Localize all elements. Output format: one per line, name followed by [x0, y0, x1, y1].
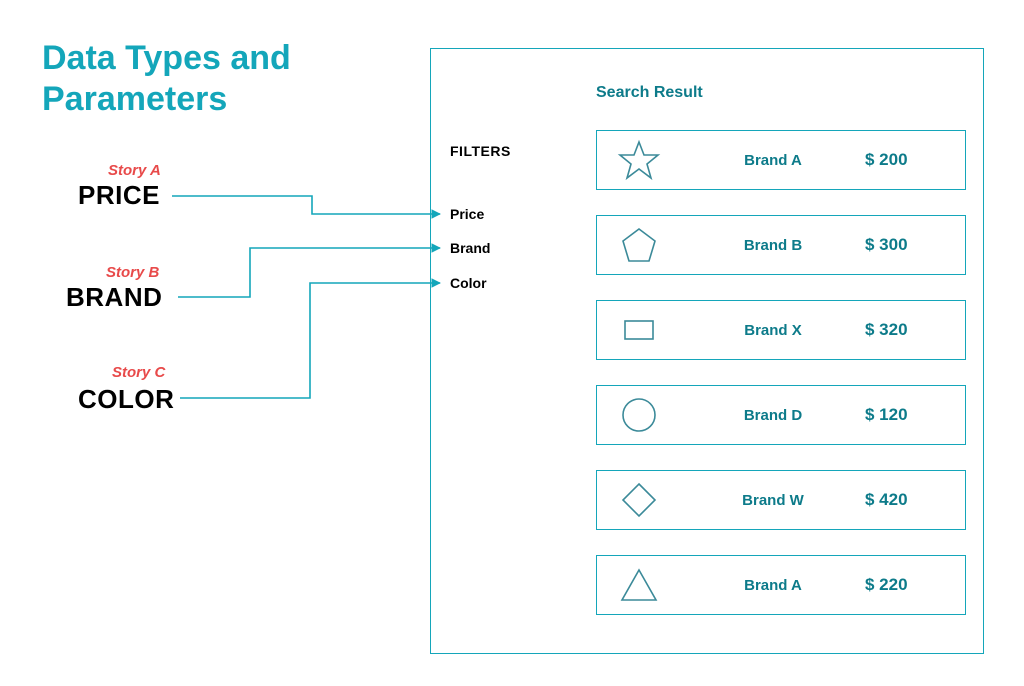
result-icon-slot: [597, 478, 681, 522]
filters-heading: FILTERS: [450, 143, 511, 159]
star-icon: [617, 138, 661, 182]
result-row[interactable]: Brand B$ 300: [596, 215, 966, 275]
result-brand: Brand A: [681, 152, 865, 169]
diamond-icon: [617, 478, 661, 522]
rect-icon: [617, 308, 661, 352]
result-price: $ 220: [865, 575, 965, 595]
result-icon-slot: [597, 308, 681, 352]
filter-item-color[interactable]: Color: [450, 275, 487, 291]
page-title: Data Types and Parameters: [42, 38, 342, 120]
triangle-icon: [617, 563, 661, 607]
connector-0: [172, 196, 440, 214]
result-row[interactable]: Brand A$ 200: [596, 130, 966, 190]
result-row[interactable]: Brand W$ 420: [596, 470, 966, 530]
result-icon-slot: [597, 563, 681, 607]
story-b-term: BRAND: [66, 282, 162, 313]
result-brand: Brand W: [681, 492, 865, 509]
result-price: $ 120: [865, 405, 965, 425]
result-price: $ 420: [865, 490, 965, 510]
result-brand: Brand D: [681, 407, 865, 424]
result-icon-slot: [597, 223, 681, 267]
result-brand: Brand B: [681, 237, 865, 254]
connector-1: [178, 248, 440, 297]
story-a-term: PRICE: [78, 180, 160, 211]
result-icon-slot: [597, 393, 681, 437]
filter-item-brand[interactable]: Brand: [450, 240, 490, 256]
story-a-label: Story A: [108, 162, 161, 179]
result-brand: Brand X: [681, 322, 865, 339]
result-row[interactable]: Brand A$ 220: [596, 555, 966, 615]
pentagon-icon: [617, 223, 661, 267]
result-row[interactable]: Brand D$ 120: [596, 385, 966, 445]
result-brand: Brand A: [681, 577, 865, 594]
result-price: $ 300: [865, 235, 965, 255]
story-b-label: Story B: [106, 264, 159, 281]
result-price: $ 320: [865, 320, 965, 340]
story-c-label: Story C: [112, 364, 165, 381]
result-icon-slot: [597, 138, 681, 182]
result-price: $ 200: [865, 150, 965, 170]
story-c-term: COLOR: [78, 384, 174, 415]
result-row[interactable]: Brand X$ 320: [596, 300, 966, 360]
circle-icon: [617, 393, 661, 437]
results-heading: Search Result: [596, 84, 703, 102]
filter-item-price[interactable]: Price: [450, 206, 484, 222]
connector-2: [180, 283, 440, 398]
